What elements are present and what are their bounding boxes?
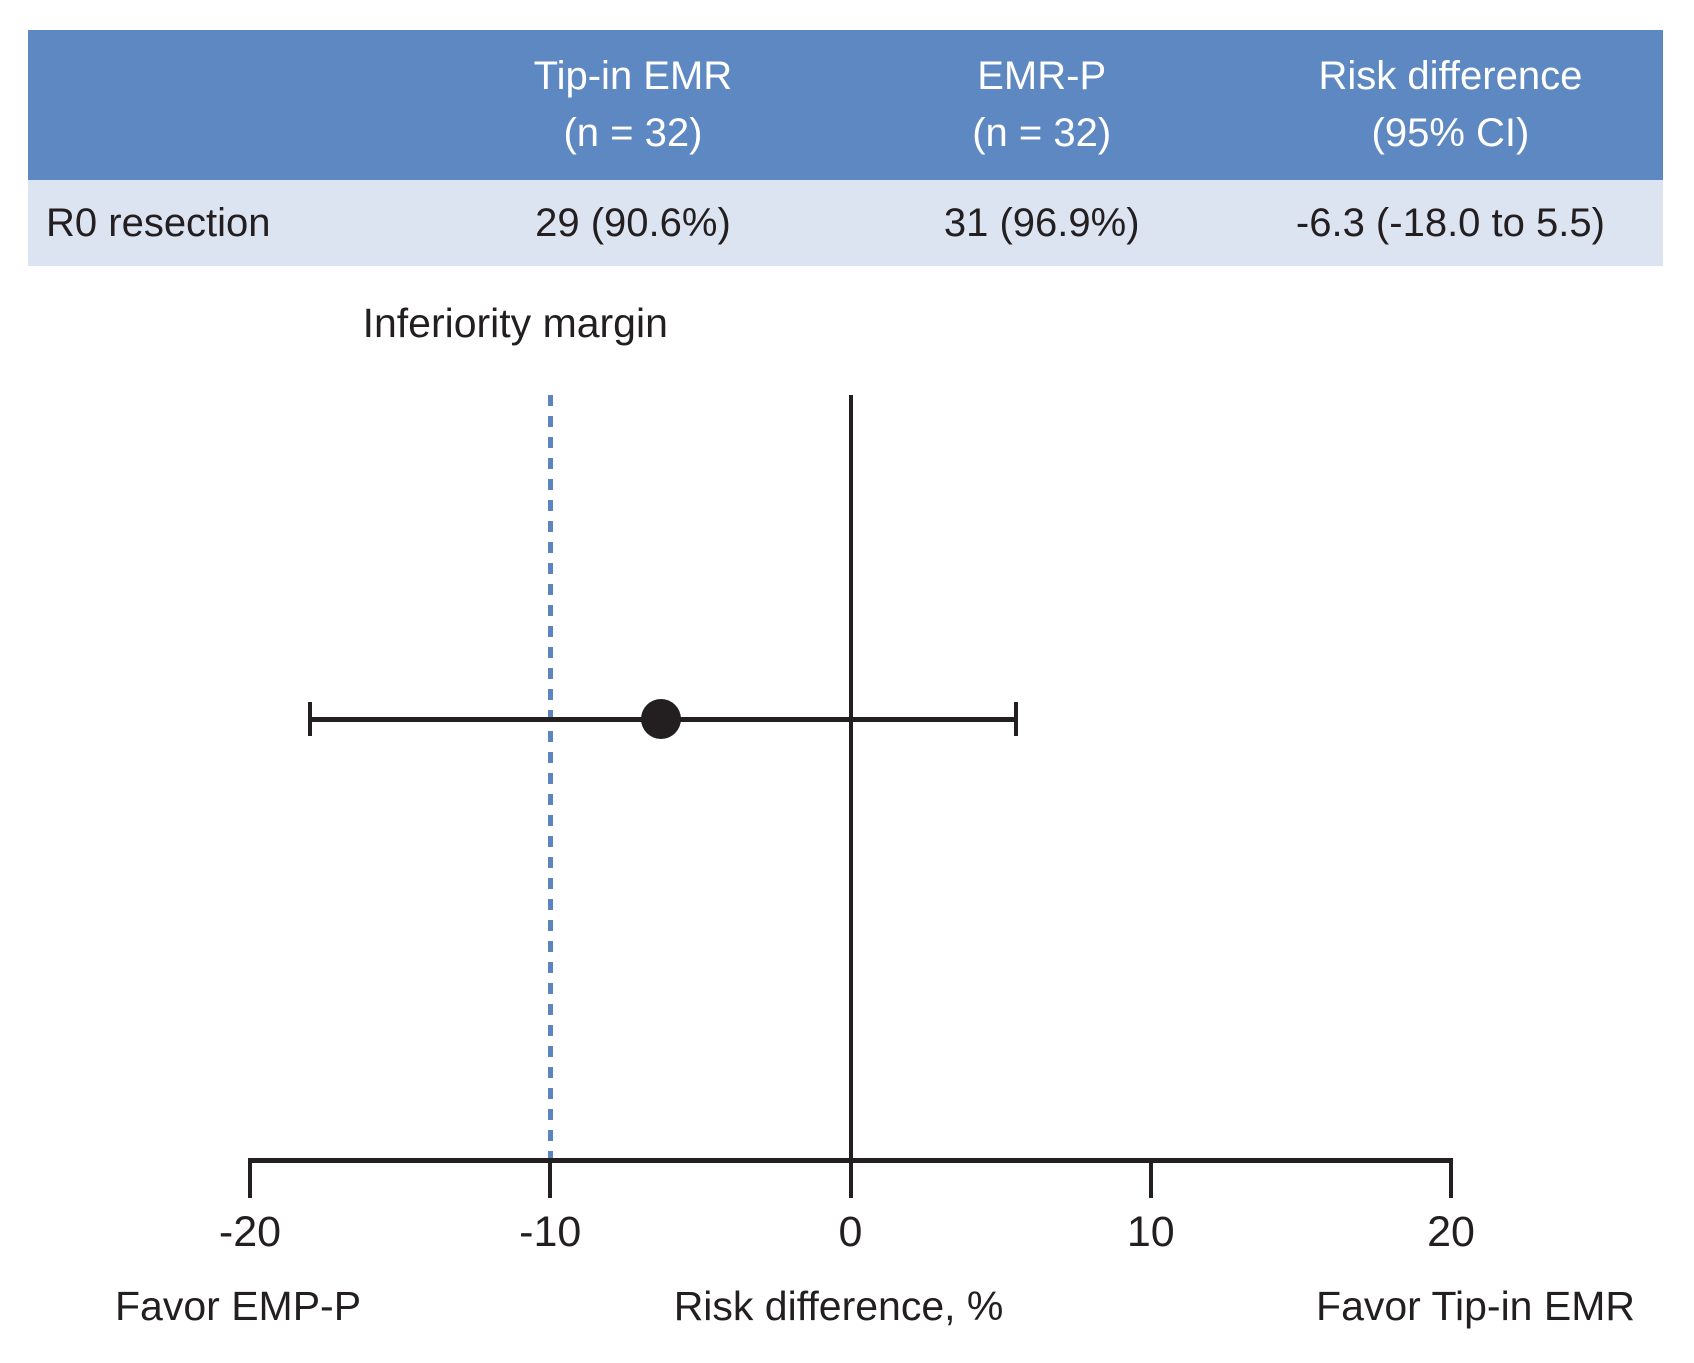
header-title: Tip-in EMR [533,54,733,98]
summary-table: Tip-in EMR (n = 32) EMR-P (n = 32) Risk … [28,30,1663,266]
ci-cap-right [1013,702,1018,736]
zero-reference-line [848,395,853,1160]
inferiority-margin-label: Inferiority margin [362,300,668,346]
header-subtitle: (n = 32) [563,111,703,155]
header-cell-emr-p: EMR-P (n = 32) [845,48,1237,162]
axis-tick [1449,1160,1453,1198]
axis-tick-label: -10 [519,1208,582,1256]
axis-tick [248,1160,252,1198]
header-cell-tip-in-emr: Tip-in EMR (n = 32) [420,48,845,162]
inferiority-margin-line [547,395,553,1160]
favor-left-label: Favor EMP-P [115,1283,362,1329]
header-cell-risk-difference: Risk difference (95% CI) [1238,48,1663,162]
point-estimate-dot [641,699,682,739]
axis-caption-row: Favor EMP-P Risk difference, % Favor Tip… [115,1283,1635,1330]
axis-tick-label: -20 [218,1208,282,1256]
row-label: R0 resection [46,200,271,245]
tip-in-emr-value: 29 (90.6%) [535,200,731,245]
axis-tick-label: 10 [1126,1208,1175,1256]
header-subtitle: (95% CI) [1371,111,1530,155]
x-axis-label: Risk difference, % [673,1283,1004,1329]
axis-tick [1148,1160,1153,1198]
table-row: R0 resection 29 (90.6%) 31 (96.9%) -6.3 … [28,180,1663,266]
header-title: EMR-P [977,54,1107,98]
emr-p-value: 31 (96.9%) [943,200,1140,245]
table-header-row: Tip-in EMR (n = 32) EMR-P (n = 32) Risk … [28,30,1663,180]
risk-difference-value: -6.3 (-18.0 to 5.5) [1295,200,1605,245]
axis-tick [548,1160,553,1198]
header-title: Risk difference [1318,54,1583,98]
favor-right-label: Favor Tip-in EMR [1316,1283,1635,1329]
axis-tick-label: 20 [1427,1208,1475,1256]
header-subtitle: (n = 32) [972,111,1112,155]
axis-tick-label: 0 [838,1208,863,1256]
ci-cap-left [308,702,313,736]
axis-tick [848,1160,853,1198]
